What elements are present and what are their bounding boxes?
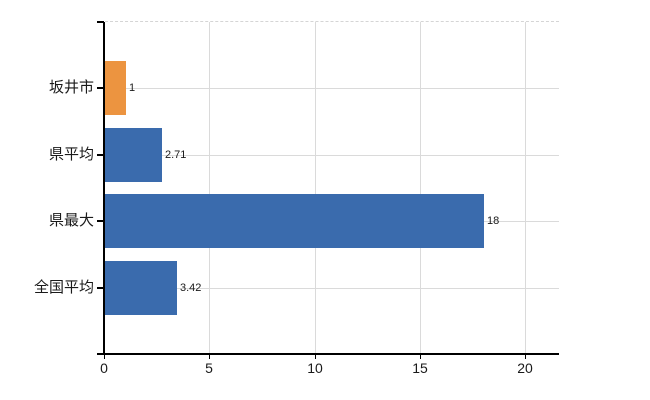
bar [105, 128, 162, 182]
x-axis-tick [420, 353, 421, 359]
bar-value-label: 1 [129, 82, 136, 94]
horizontal-gridline [106, 288, 559, 289]
bar [105, 194, 484, 248]
bar-value-label: 3.42 [180, 282, 202, 294]
x-axis-tick [315, 353, 316, 359]
bar [105, 261, 177, 315]
category-label: 全国平均 [33, 279, 94, 296]
category-label: 県平均 [48, 146, 94, 163]
x-axis-tick [209, 353, 210, 359]
y-axis-tick [97, 220, 104, 222]
vertical-gridline [525, 22, 526, 353]
vertical-gridline [315, 22, 316, 353]
x-axis-tick-label: 20 [517, 360, 533, 376]
category-label: 県最大 [48, 212, 94, 229]
y-axis [103, 22, 105, 355]
y-axis-tick [97, 154, 104, 156]
horizontal-gridline [106, 88, 559, 89]
x-axis-tick-label: 0 [100, 360, 108, 376]
y-axis-top-tick [97, 21, 104, 23]
plot-top-gridline [105, 21, 559, 22]
y-axis-tick [97, 287, 104, 289]
x-axis-tick [104, 353, 105, 359]
bar-value-label: 18 [487, 215, 500, 227]
vertical-gridline [420, 22, 421, 353]
x-axis [97, 353, 559, 355]
bar-value-label: 2.71 [165, 149, 187, 161]
horizontal-gridline [106, 155, 559, 156]
category-label: 坂井市 [48, 79, 94, 96]
vertical-gridline [209, 22, 210, 353]
x-axis-tick-label: 10 [307, 360, 323, 376]
x-axis-tick-label: 5 [205, 360, 213, 376]
x-axis-tick-label: 15 [412, 360, 428, 376]
x-axis-tick [525, 353, 526, 359]
bar [105, 61, 126, 115]
y-axis-tick [97, 87, 104, 89]
